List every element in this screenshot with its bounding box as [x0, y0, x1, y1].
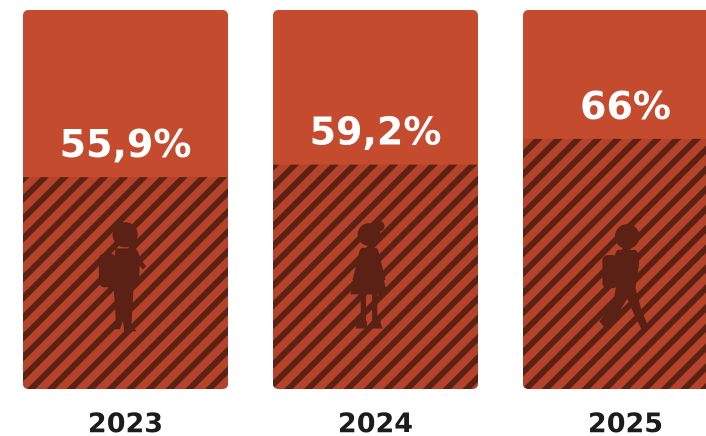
x-tick-label: 2025 [588, 408, 663, 436]
x-tick-label: 2024 [338, 408, 413, 436]
bar-group-2025: 66% 2025 [523, 10, 706, 436]
data-label: 55,9% [60, 122, 192, 166]
data-label: 59,2% [310, 110, 442, 154]
data-label: 66% [580, 84, 671, 128]
bar-group-2023: 55,9% 2023 [23, 10, 228, 436]
x-tick-label: 2023 [88, 408, 163, 436]
bar-group-2024: 59,2% 2024 [273, 10, 478, 436]
